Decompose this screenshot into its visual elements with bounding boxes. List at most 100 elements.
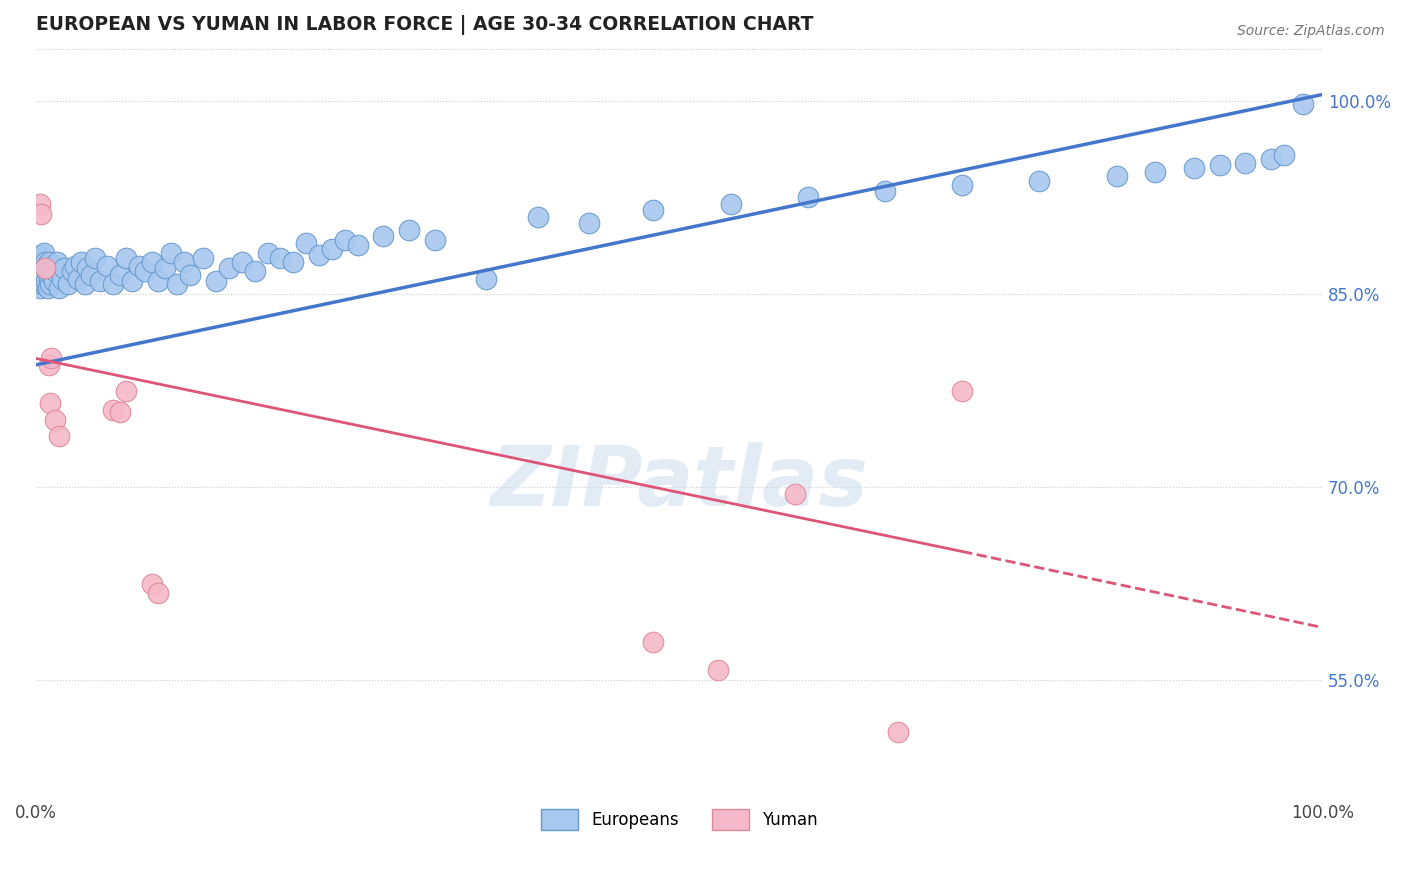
- Point: [166, 277, 188, 291]
- Point: [38, 255, 60, 269]
- Point: [218, 261, 240, 276]
- Point: [146, 585, 169, 599]
- Point: [115, 384, 138, 398]
- Point: [30, 274, 52, 288]
- Point: [1260, 152, 1282, 166]
- Point: [321, 242, 343, 256]
- Point: [173, 255, 195, 269]
- Point: [37, 264, 59, 278]
- Point: [475, 271, 498, 285]
- Point: [179, 268, 201, 282]
- Point: [526, 210, 548, 224]
- Point: [578, 216, 600, 230]
- Point: [1292, 96, 1315, 111]
- Point: [34, 255, 56, 269]
- Point: [950, 384, 973, 398]
- Point: [243, 264, 266, 278]
- Text: EUROPEAN VS YUMAN IN LABOR FORCE | AGE 30-34 CORRELATION CHART: EUROPEAN VS YUMAN IN LABOR FORCE | AGE 3…: [37, 15, 814, 35]
- Point: [643, 203, 665, 218]
- Point: [39, 277, 62, 291]
- Point: [80, 268, 103, 282]
- Point: [1272, 148, 1295, 162]
- Point: [373, 229, 395, 244]
- Point: [35, 259, 58, 273]
- Point: [1028, 174, 1050, 188]
- Point: [38, 271, 60, 285]
- Point: [32, 261, 55, 276]
- Point: [89, 274, 111, 288]
- Point: [76, 261, 98, 276]
- Text: Source: ZipAtlas.com: Source: ZipAtlas.com: [1237, 24, 1385, 38]
- Point: [34, 268, 56, 282]
- Point: [101, 403, 124, 417]
- Point: [231, 255, 253, 269]
- Point: [1105, 169, 1128, 183]
- Point: [44, 413, 66, 427]
- Point: [1182, 161, 1205, 175]
- Point: [269, 251, 291, 265]
- Point: [41, 259, 63, 273]
- Point: [146, 274, 169, 288]
- Point: [44, 264, 66, 278]
- Point: [1208, 158, 1230, 172]
- Point: [707, 663, 730, 677]
- Point: [41, 268, 63, 282]
- Point: [31, 277, 53, 291]
- Point: [28, 255, 51, 269]
- Point: [398, 222, 420, 236]
- Point: [205, 274, 228, 288]
- Point: [39, 261, 62, 276]
- Point: [783, 486, 806, 500]
- Point: [108, 405, 131, 419]
- Point: [27, 261, 49, 276]
- Point: [56, 277, 79, 291]
- Point: [295, 235, 318, 250]
- Point: [134, 264, 156, 278]
- Point: [96, 259, 118, 273]
- Point: [193, 251, 215, 265]
- Point: [32, 271, 55, 285]
- Point: [28, 197, 51, 211]
- Point: [797, 190, 820, 204]
- Point: [38, 358, 60, 372]
- Point: [153, 261, 176, 276]
- Point: [41, 351, 63, 366]
- Point: [45, 255, 67, 269]
- Point: [160, 245, 183, 260]
- Point: [643, 634, 665, 648]
- Point: [1234, 155, 1257, 169]
- Point: [60, 264, 83, 278]
- Point: [1144, 165, 1167, 179]
- Point: [37, 280, 59, 294]
- Point: [31, 268, 53, 282]
- Legend: Europeans, Yuman: Europeans, Yuman: [534, 803, 824, 837]
- Point: [34, 277, 56, 291]
- Point: [256, 245, 278, 260]
- Point: [141, 576, 163, 591]
- Point: [39, 396, 62, 410]
- Point: [30, 248, 52, 262]
- Point: [48, 428, 70, 442]
- Point: [950, 178, 973, 192]
- Point: [115, 251, 138, 265]
- Point: [333, 233, 356, 247]
- Point: [67, 271, 90, 285]
- Point: [873, 184, 896, 198]
- Point: [27, 271, 49, 285]
- Point: [73, 277, 96, 291]
- Point: [308, 248, 330, 262]
- Point: [32, 245, 55, 260]
- Point: [346, 238, 368, 252]
- Point: [141, 255, 163, 269]
- Point: [35, 274, 58, 288]
- Point: [887, 724, 910, 739]
- Point: [121, 274, 143, 288]
- Point: [34, 261, 56, 276]
- Point: [28, 280, 51, 294]
- Point: [128, 259, 150, 273]
- Text: ZIPatlas: ZIPatlas: [491, 442, 868, 523]
- Point: [53, 261, 76, 276]
- Point: [51, 271, 73, 285]
- Point: [423, 233, 446, 247]
- Point: [48, 280, 70, 294]
